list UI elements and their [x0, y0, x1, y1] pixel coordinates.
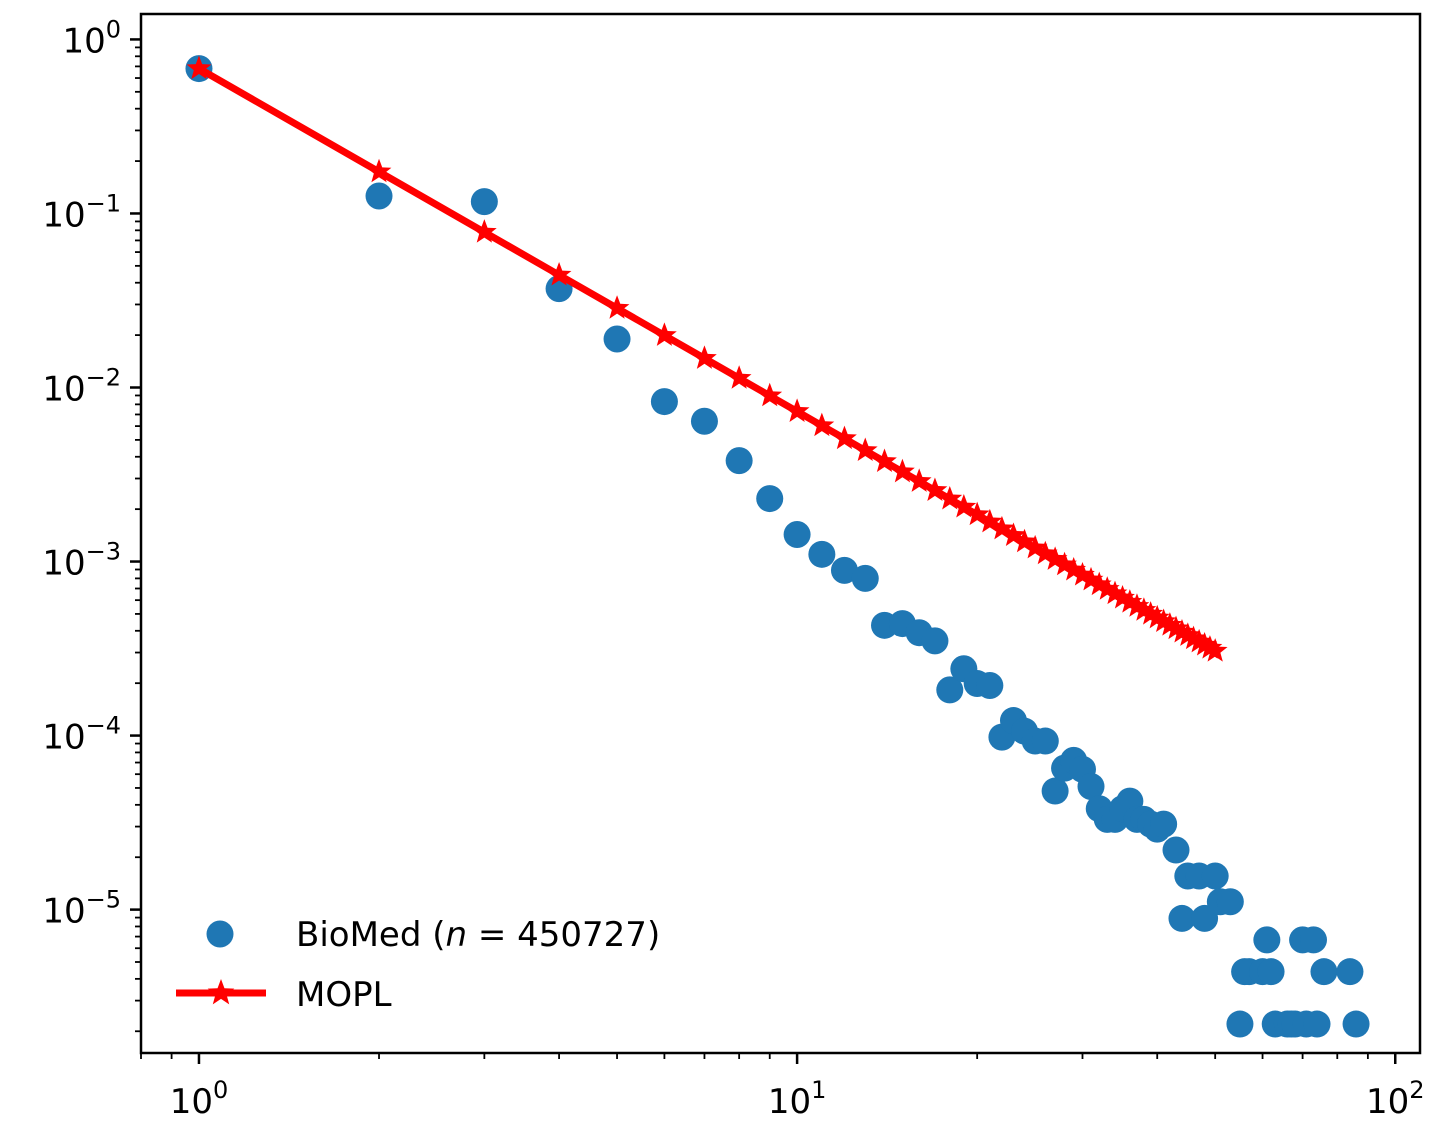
- mopl-point: [906, 468, 932, 492]
- y-tick-label: 10−5: [42, 886, 121, 932]
- biomed-point: [1168, 904, 1196, 932]
- legend-label-biomed: BioMed (n = 450727): [296, 915, 660, 955]
- biomed-point: [365, 182, 393, 210]
- mopl-point: [1042, 546, 1068, 570]
- biomed-point: [976, 671, 1004, 699]
- mopl-point: [1070, 562, 1095, 586]
- y-tick-label: 10−4: [42, 712, 121, 758]
- biomed-point: [1041, 777, 1069, 805]
- biomed-point: [1150, 810, 1178, 838]
- mopl-point: [890, 458, 915, 483]
- mopl-point: [1144, 604, 1170, 629]
- mopl-point: [1032, 540, 1058, 565]
- biomed-point: [1077, 772, 1105, 800]
- biomed-point: [1342, 1010, 1370, 1038]
- mopl-point: [937, 485, 963, 510]
- biomed-point: [1226, 1010, 1254, 1038]
- mopl-point: [809, 412, 835, 437]
- biomed-point: [725, 447, 753, 475]
- mopl-point: [1022, 534, 1048, 559]
- mopl-point: [1151, 608, 1176, 633]
- biomed-point: [1031, 727, 1059, 755]
- biomed-point: [1201, 862, 1229, 890]
- mopl-point: [1052, 551, 1077, 576]
- legend: BioMed (n = 450727) MOPL: [176, 915, 660, 1015]
- mopl-point: [366, 158, 392, 183]
- biomed-point: [921, 627, 949, 655]
- mopl-point: [186, 55, 212, 80]
- mopl-point: [1061, 556, 1087, 581]
- plot-area-frame: [139, 12, 1422, 1055]
- biomed-point: [1257, 958, 1285, 986]
- biomed-point: [690, 407, 718, 435]
- biomed-point: [1336, 958, 1364, 986]
- mopl-point: [1186, 628, 1212, 653]
- legend-marker-biomed: [206, 920, 234, 948]
- mopl-point: [1012, 528, 1037, 553]
- mopl-point: [726, 365, 752, 389]
- biomed-point: [808, 540, 836, 568]
- biomed-point: [650, 388, 678, 416]
- mopl-point: [977, 508, 1003, 533]
- biomed-point: [783, 521, 811, 548]
- mopl-point: [757, 382, 783, 407]
- biomed-point: [1303, 1010, 1331, 1038]
- biomed-point: [1310, 958, 1338, 986]
- mopl-point: [872, 448, 897, 473]
- x-tick-label: 101: [768, 1076, 827, 1122]
- mopl-point: [604, 295, 630, 319]
- legend-label-mopl: MOPL: [296, 975, 392, 1015]
- mopl-point: [652, 322, 677, 346]
- mopl-point: [922, 477, 948, 501]
- mopl-point: [784, 398, 810, 422]
- biomed-point: [936, 676, 964, 704]
- mopl-point: [1202, 638, 1228, 662]
- y-tick-label: 100: [62, 15, 121, 61]
- mopl-point: [1138, 601, 1164, 625]
- mopl-point: [1102, 580, 1128, 605]
- mopl-point: [692, 345, 717, 369]
- mopl-point: [1086, 571, 1112, 596]
- biomed-point: [851, 564, 879, 592]
- biomed-point: [1162, 836, 1190, 864]
- mopl-point: [1094, 576, 1120, 600]
- mopl-point: [546, 262, 572, 286]
- mopl-point: [964, 501, 990, 526]
- mopl-point: [471, 219, 497, 243]
- legend-marker-mopl: [207, 979, 235, 1005]
- mopl-point: [852, 437, 878, 462]
- mopl-point: [1110, 584, 1135, 609]
- mopl-point: [832, 425, 857, 450]
- mopl-point: [1163, 615, 1189, 640]
- mopl-point: [1181, 625, 1206, 650]
- biomed-point: [470, 188, 498, 216]
- mopl-point: [1078, 566, 1104, 591]
- x-tick-label: 100: [170, 1076, 229, 1122]
- mopl-point: [1175, 622, 1201, 646]
- mopl-point: [1157, 612, 1183, 636]
- x-tick-label: 102: [1366, 1076, 1425, 1122]
- mopl-point: [1117, 589, 1143, 613]
- biomed-point: [1216, 888, 1244, 916]
- mopl-point: [1124, 593, 1150, 617]
- mopl-point: [1131, 597, 1157, 621]
- y-tick-label: 10−3: [42, 538, 121, 584]
- biomed-point: [1299, 926, 1327, 954]
- y-tick-label: 10−1: [42, 189, 121, 235]
- y-tick-label: 10−2: [42, 364, 121, 410]
- biomed-point: [830, 556, 858, 584]
- mopl-point: [1001, 522, 1026, 546]
- mopl-point: [951, 494, 977, 518]
- biomed-point: [756, 485, 784, 513]
- biomed-point: [603, 325, 631, 353]
- mopl-point: [989, 515, 1015, 540]
- biomed-point: [1253, 926, 1281, 954]
- mopl-point: [1169, 619, 1195, 643]
